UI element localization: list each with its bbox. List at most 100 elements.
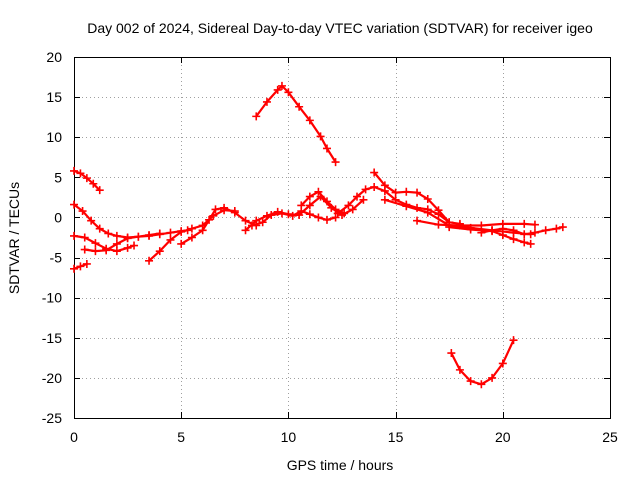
- data-point-arc-1: [82, 174, 91, 183]
- data-point-arc-16: [541, 226, 550, 235]
- data-point-arc-5: [80, 245, 89, 254]
- data-point-arc-9: [258, 218, 267, 227]
- data-point-arc-6: [155, 247, 164, 256]
- data-point-arc-17: [295, 102, 304, 111]
- x-axis-label: GPS time / hours: [287, 457, 394, 473]
- data-point-arc-1: [89, 179, 98, 188]
- data-point-arc-10: [297, 201, 306, 210]
- data-point-arc-13: [423, 208, 432, 217]
- data-point-arc-14: [477, 221, 486, 230]
- data-point-arc-11: [370, 182, 379, 191]
- data-point-arc-2: [76, 262, 85, 271]
- data-point-arc-5: [145, 231, 154, 240]
- x-tick-label: 0: [70, 429, 78, 445]
- data-point-arc-13: [402, 202, 411, 211]
- data-point-arc-16: [509, 226, 518, 235]
- data-point-arc-5: [155, 229, 164, 238]
- data-point-arc-4: [70, 231, 78, 240]
- data-point-arc-17: [252, 112, 261, 121]
- data-point-arc-7: [241, 216, 250, 225]
- data-point-arc-3: [166, 228, 175, 237]
- data-point-arc-15: [520, 238, 529, 247]
- data-point-arc-18: [488, 373, 497, 382]
- data-point-arc-7: [220, 203, 229, 212]
- data-point-arc-3: [95, 224, 104, 233]
- data-point-arc-18: [477, 380, 486, 389]
- y-tick-label: -25: [42, 410, 62, 426]
- data-point-arc-1: [70, 166, 78, 175]
- data-point-arc-4: [91, 239, 100, 248]
- data-point-arc-17: [273, 85, 282, 94]
- data-point-arc-3: [87, 216, 96, 225]
- data-point-arc-7: [211, 205, 220, 214]
- data-point-arc-4: [80, 233, 89, 242]
- series-arc-17: [255, 84, 337, 164]
- data-point-arc-8: [241, 226, 250, 235]
- data-point-arc-16: [477, 228, 486, 237]
- data-point-arc-17: [316, 132, 325, 141]
- data-point-arc-9: [288, 211, 297, 220]
- data-point-arc-9: [267, 211, 276, 220]
- y-tick-label: -5: [50, 250, 63, 266]
- data-point-arc-16: [488, 226, 497, 235]
- data-point-arc-10: [314, 187, 323, 196]
- data-point-arc-12: [370, 168, 379, 177]
- y-axis-label: SDTVAR / TECUs: [6, 182, 22, 294]
- data-point-arc-7: [177, 239, 186, 248]
- data-point-arc-10: [331, 205, 340, 214]
- y-tick-label: -20: [42, 370, 62, 386]
- data-point-arc-12: [380, 181, 389, 190]
- data-point-arc-9: [331, 213, 340, 222]
- data-point-arc-8: [359, 195, 368, 204]
- data-point-arc-16: [530, 228, 539, 237]
- data-point-arc-17: [331, 158, 340, 167]
- data-point-arc-11: [353, 192, 362, 201]
- y-tick-label: 15: [46, 89, 62, 105]
- data-point-arc-10: [322, 197, 331, 206]
- data-point-arc-11: [361, 185, 370, 194]
- axis-ticks: 0 5 10 15 20 25 -25 -20 -15 -10 -5 0 5 10 15 20: [42, 49, 618, 445]
- data-point-arc-5: [123, 234, 132, 243]
- data-point-arc-16: [552, 224, 561, 233]
- series-group: [70, 81, 567, 389]
- data-point-arc-4: [112, 247, 121, 256]
- data-point-arc-6: [177, 227, 186, 236]
- y-tick-label: 10: [46, 129, 62, 145]
- data-point-arc-16: [558, 223, 567, 232]
- data-point-arc-14: [530, 220, 539, 229]
- data-point-arc-16: [498, 224, 507, 233]
- data-point-arc-2: [82, 259, 91, 268]
- data-point-arc-18: [466, 377, 475, 386]
- data-point-arc-11: [333, 209, 342, 218]
- x-tick-label: 20: [495, 429, 511, 445]
- data-point-arc-15: [509, 235, 518, 244]
- x-tick-label: 15: [388, 429, 404, 445]
- data-point-arc-11: [344, 201, 353, 210]
- data-point-arc-2: [70, 264, 78, 273]
- data-point-arc-4: [123, 243, 132, 252]
- y-tick-label: 0: [54, 209, 62, 225]
- data-point-arc-3: [78, 207, 87, 216]
- data-point-arc-16: [520, 230, 529, 239]
- data-point-arc-9: [314, 213, 323, 222]
- data-point-arc-14: [413, 216, 422, 225]
- data-point-arc-1: [95, 186, 104, 195]
- data-point-arc-7: [198, 226, 207, 235]
- data-point-arc-13: [380, 195, 389, 204]
- data-point-arc-12: [423, 194, 432, 203]
- data-point-arc-6: [166, 235, 175, 244]
- data-point-arc-9: [305, 210, 314, 219]
- data-point-arc-12: [434, 206, 443, 215]
- data-point-arc-4: [130, 241, 139, 250]
- data-point-arc-12: [391, 188, 400, 197]
- y-tick-label: 20: [46, 49, 62, 65]
- data-point-arc-18: [455, 365, 464, 374]
- series-arc-12: [373, 171, 451, 224]
- data-point-arc-5: [91, 247, 100, 256]
- data-point-arc-17: [322, 144, 331, 153]
- x-tick-label: 5: [177, 429, 185, 445]
- data-point-arc-17: [284, 88, 293, 97]
- data-point-arc-18: [447, 349, 456, 358]
